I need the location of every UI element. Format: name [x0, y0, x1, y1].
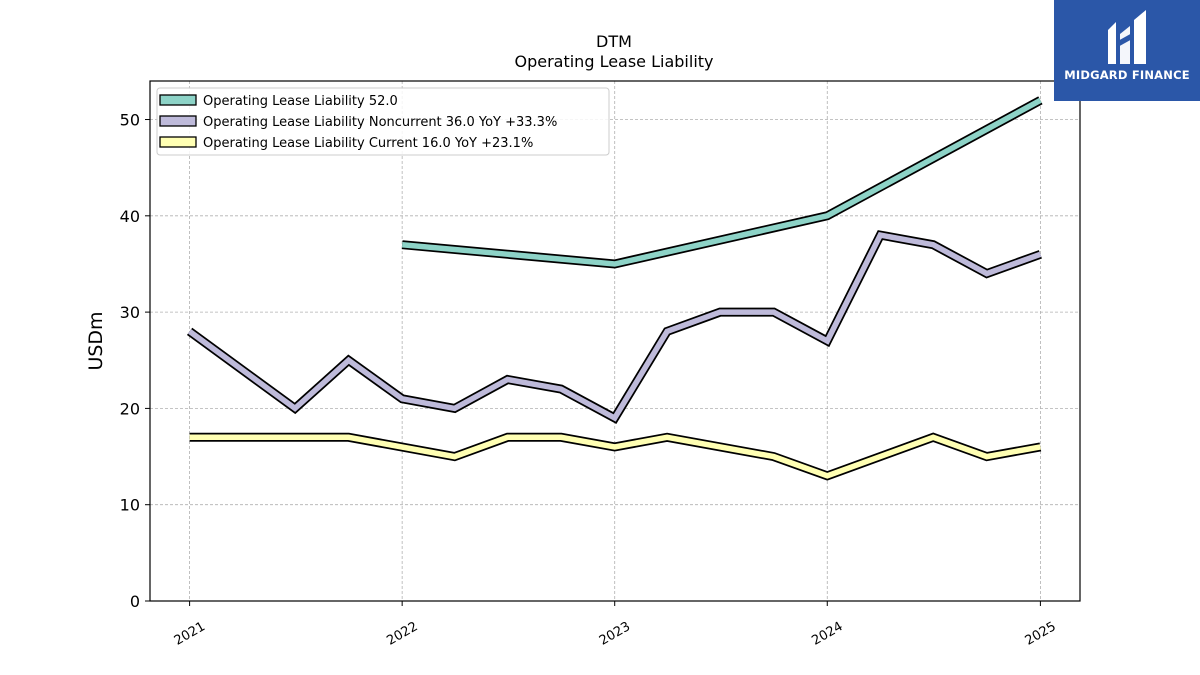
- legend-label: Operating Lease Liability 52.0: [203, 94, 398, 109]
- data-point: 2023-07-01: 30: [718, 310, 723, 315]
- brand-logo: MIDGARD FINANCE: [1054, 0, 1200, 101]
- data-point: 2021-01-01: 28: [187, 329, 192, 334]
- data-point: 2021-10-01: 25: [346, 358, 351, 363]
- legend: Operating Lease Liability 52.0 Operating …: [156, 87, 610, 156]
- data-point: 2022-10-01: 17: [559, 435, 564, 440]
- data-point: 2021-01-01: 17: [187, 435, 192, 440]
- data-point: 2022-04-01: 15: [452, 454, 457, 459]
- y-tick-label: 20: [120, 399, 140, 418]
- data-point: 2022-01-01: 37: [400, 242, 405, 247]
- x-tick-label: 2021: [172, 619, 208, 649]
- series-line: [187, 232, 1042, 422]
- data-point: 2024-10-01: 34: [984, 271, 989, 276]
- data-point: 2022-07-01: 23: [505, 377, 510, 382]
- legend-swatch: [159, 136, 197, 148]
- data-point: 2024-07-01: 37: [931, 242, 936, 247]
- data-point: 2024-01-01: 13: [825, 473, 830, 478]
- data-point: 2023-01-01: 16: [612, 444, 617, 449]
- y-tick-label: 30: [120, 303, 140, 322]
- data-point: 2025-01-01: 36: [1038, 252, 1043, 257]
- x-tick-label: 2025: [1023, 619, 1059, 649]
- data-point: 2024-01-01: 40: [825, 213, 830, 218]
- chart-title: DTM: [596, 32, 632, 51]
- data-point: 2023-01-01: 35: [612, 262, 617, 267]
- series-line: [401, 97, 1042, 267]
- data-point: 2023-04-01: 28: [665, 329, 670, 334]
- series-group: 2022-01-01: 37 2023-01-01: 35 2024-01-01: …: [186, 96, 1043, 481]
- midgard-logo-mark-icon: [1108, 10, 1146, 64]
- data-point: 2025-01-01: 52: [1038, 98, 1043, 103]
- data-point: 2024-04-01: 38: [878, 233, 883, 238]
- grid: [150, 81, 1080, 601]
- data-point: 2025-01-01: 16: [1038, 444, 1043, 449]
- y-axis-label: USDm: [85, 311, 107, 370]
- legend-swatch: [159, 115, 197, 127]
- data-point: 2023-04-01: 17: [665, 435, 670, 440]
- y-tick-label: 50: [120, 111, 140, 130]
- y-tick-label: 10: [120, 496, 140, 515]
- data-point: 2022-04-01: 20: [452, 406, 457, 411]
- y-tick-label: 40: [120, 207, 140, 226]
- data-point: 2024-10-01: 15: [984, 454, 989, 459]
- data-point: 2021-10-01: 17: [346, 435, 351, 440]
- chart-subtitle: Operating Lease Liability: [514, 52, 713, 71]
- legend-swatch: [159, 94, 197, 106]
- data-point: 2023-10-01: 30: [771, 310, 776, 315]
- y-tick-label: 0: [130, 592, 140, 611]
- data-point: 2024-01-01: 27: [825, 339, 830, 344]
- x-tick-label: 2023: [597, 619, 633, 649]
- x-tick-label: 2024: [809, 619, 845, 649]
- data-point: 2023-10-01: 15: [771, 454, 776, 459]
- legend-box: [156, 87, 610, 156]
- legend-label: Operating Lease Liability Current 16.0 Y…: [203, 136, 533, 151]
- data-point: 2022-10-01: 22: [559, 387, 564, 392]
- data-point: 2022-07-01: 17: [505, 435, 510, 440]
- series-line: [189, 434, 1041, 479]
- data-point: 2023-01-01: 19: [612, 416, 617, 421]
- x-tick-label: 2022: [384, 619, 420, 649]
- legend-label: Operating Lease Liability Noncurrent 36.…: [203, 115, 557, 130]
- brand-name: MIDGARD FINANCE: [1064, 68, 1190, 82]
- data-point: 2021-07-01: 20: [293, 406, 298, 411]
- data-point: 2022-01-01: 21: [400, 396, 405, 401]
- data-point: 2024-07-01: 17: [931, 435, 936, 440]
